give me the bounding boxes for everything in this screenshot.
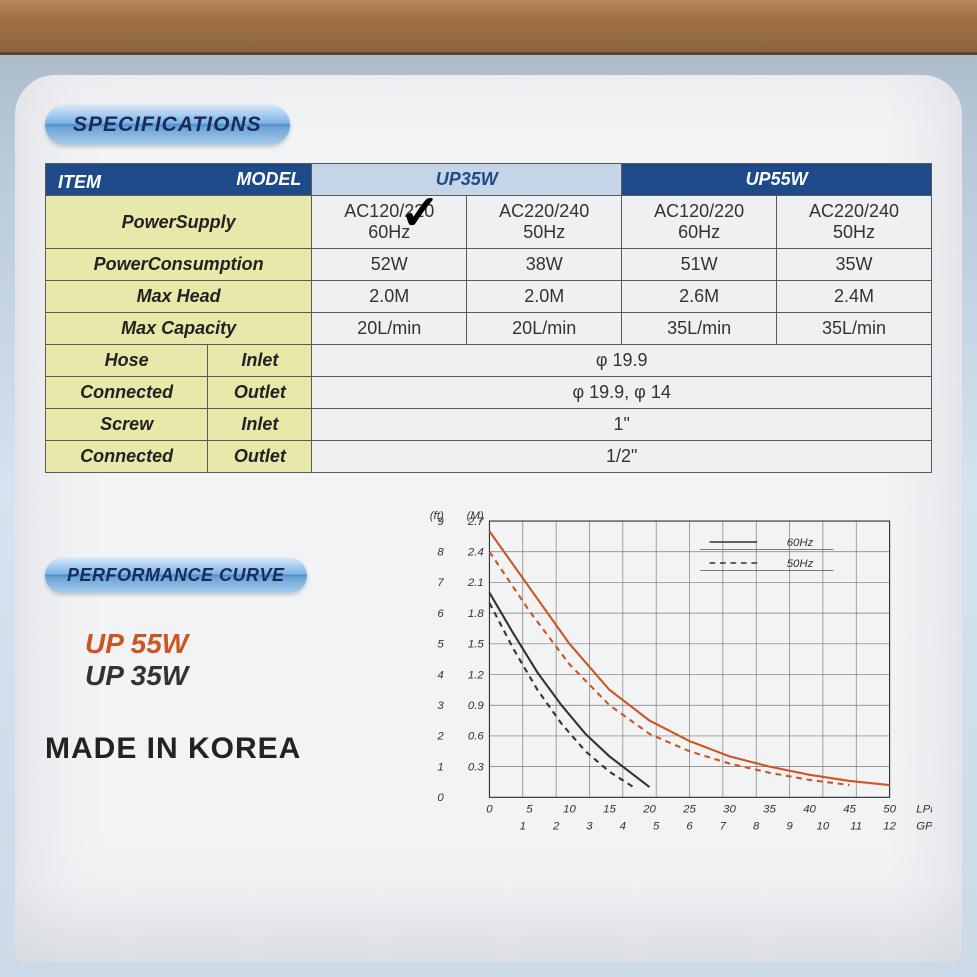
model-up35w: UP35W	[312, 164, 622, 196]
spec-value: 1"	[312, 409, 932, 441]
svg-text:8: 8	[753, 821, 760, 833]
checkmark-icon: ✓	[400, 185, 440, 241]
spec-value: 2.6M	[622, 281, 777, 313]
performance-chart: 01234567890.30.60.91.21.51.82.12.42.7(ft…	[418, 498, 932, 873]
spec-value: 35W	[777, 249, 932, 281]
svg-text:1: 1	[437, 761, 443, 773]
svg-text:30: 30	[723, 804, 736, 816]
svg-text:(ft): (ft)	[429, 510, 443, 522]
spec-subitem: Outlet	[208, 377, 312, 409]
spec-item: PowerSupply	[46, 196, 312, 249]
spec-item: Max Head	[46, 281, 312, 313]
svg-text:60Hz: 60Hz	[786, 537, 813, 549]
spec-value: φ 19.9, φ 14	[312, 377, 932, 409]
svg-text:2.1: 2.1	[466, 577, 483, 589]
spec-item: Max Capacity	[46, 313, 312, 345]
svg-text:7: 7	[437, 577, 444, 589]
svg-text:35: 35	[763, 804, 776, 816]
svg-text:0: 0	[486, 804, 493, 816]
svg-text:6: 6	[437, 608, 444, 620]
svg-text:0.6: 0.6	[467, 731, 484, 743]
item-header: ITEM	[58, 172, 101, 193]
svg-text:(M): (M)	[466, 510, 483, 522]
spec-item: Connected	[46, 441, 208, 473]
spec-item: Connected	[46, 377, 208, 409]
svg-text:GPM: GPM	[916, 821, 932, 833]
svg-text:10: 10	[816, 821, 829, 833]
spec-item: PowerConsumption	[46, 249, 312, 281]
svg-text:1.2: 1.2	[467, 669, 484, 681]
spec-value: 35L/min	[777, 313, 932, 345]
svg-text:7: 7	[719, 821, 726, 833]
spec-item: Screw	[46, 409, 208, 441]
label-up55w: UP 55W	[85, 628, 418, 660]
svg-text:2: 2	[436, 731, 444, 743]
svg-text:4: 4	[619, 821, 625, 833]
spec-item: Hose	[46, 345, 208, 377]
svg-text:20: 20	[642, 804, 656, 816]
spec-value: AC220/24050Hz	[467, 196, 622, 249]
svg-text:2.4: 2.4	[466, 547, 483, 559]
specifications-heading: SPECIFICATIONS	[45, 105, 290, 145]
svg-text:3: 3	[437, 700, 444, 712]
svg-text:45: 45	[843, 804, 856, 816]
spec-value: 2.4M	[777, 281, 932, 313]
svg-text:50: 50	[883, 804, 896, 816]
svg-text:11: 11	[850, 821, 862, 833]
svg-text:25: 25	[682, 804, 696, 816]
svg-text:15: 15	[603, 804, 616, 816]
spec-table: MODEL ITEM UP35W UP55W PowerSupplyAC120/…	[45, 163, 932, 473]
spec-subitem: Outlet	[208, 441, 312, 473]
svg-text:9: 9	[786, 821, 793, 833]
svg-text:5: 5	[437, 639, 444, 651]
spec-value: φ 19.9	[312, 345, 932, 377]
svg-text:5: 5	[526, 804, 533, 816]
svg-text:1.5: 1.5	[467, 639, 484, 651]
svg-text:4: 4	[437, 669, 443, 681]
svg-text:0.9: 0.9	[467, 700, 484, 712]
made-in-label: MADE IN KOREA	[45, 732, 418, 766]
spec-value: 2.0M	[467, 281, 622, 313]
svg-text:0: 0	[437, 792, 444, 804]
spec-value: 20L/min	[467, 313, 622, 345]
svg-text:40: 40	[803, 804, 816, 816]
svg-text:2: 2	[551, 821, 559, 833]
spec-value: 51W	[622, 249, 777, 281]
spec-value: AC120/22060Hz	[312, 196, 467, 249]
spec-value: 35L/min	[622, 313, 777, 345]
spec-value: AC220/24050Hz	[777, 196, 932, 249]
svg-text:1.8: 1.8	[467, 608, 484, 620]
spec-subitem: Inlet	[208, 345, 312, 377]
performance-curve-heading: PERFORMANCE CURVE	[45, 558, 307, 593]
spec-value: 38W	[467, 249, 622, 281]
svg-text:1: 1	[519, 821, 525, 833]
svg-text:12: 12	[883, 821, 896, 833]
model-header: MODEL	[236, 169, 301, 190]
spec-value: 52W	[312, 249, 467, 281]
svg-text:50Hz: 50Hz	[786, 558, 813, 570]
svg-text:0.3: 0.3	[467, 761, 484, 773]
spec-value: 1/2"	[312, 441, 932, 473]
spec-value: 20L/min	[312, 313, 467, 345]
spec-value: 2.0M	[312, 281, 467, 313]
svg-text:LPM: LPM	[916, 804, 932, 816]
label-up35w: UP 35W	[85, 660, 418, 692]
svg-text:8: 8	[437, 547, 444, 559]
svg-text:10: 10	[563, 804, 576, 816]
svg-text:6: 6	[686, 821, 693, 833]
svg-text:3: 3	[586, 821, 593, 833]
spec-subitem: Inlet	[208, 409, 312, 441]
svg-text:5: 5	[653, 821, 660, 833]
model-up55w: UP55W	[622, 164, 932, 196]
spec-value: AC120/22060Hz	[622, 196, 777, 249]
